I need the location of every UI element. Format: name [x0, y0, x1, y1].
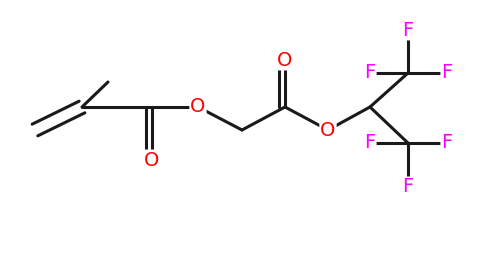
Text: F: F [365, 64, 375, 82]
Text: O: O [190, 98, 206, 117]
Text: O: O [320, 121, 336, 139]
Text: O: O [277, 51, 293, 69]
Text: F: F [441, 64, 453, 82]
Text: F: F [402, 178, 414, 197]
Text: F: F [365, 134, 375, 152]
Text: F: F [402, 20, 414, 39]
Text: O: O [144, 151, 160, 170]
Text: F: F [441, 134, 453, 152]
